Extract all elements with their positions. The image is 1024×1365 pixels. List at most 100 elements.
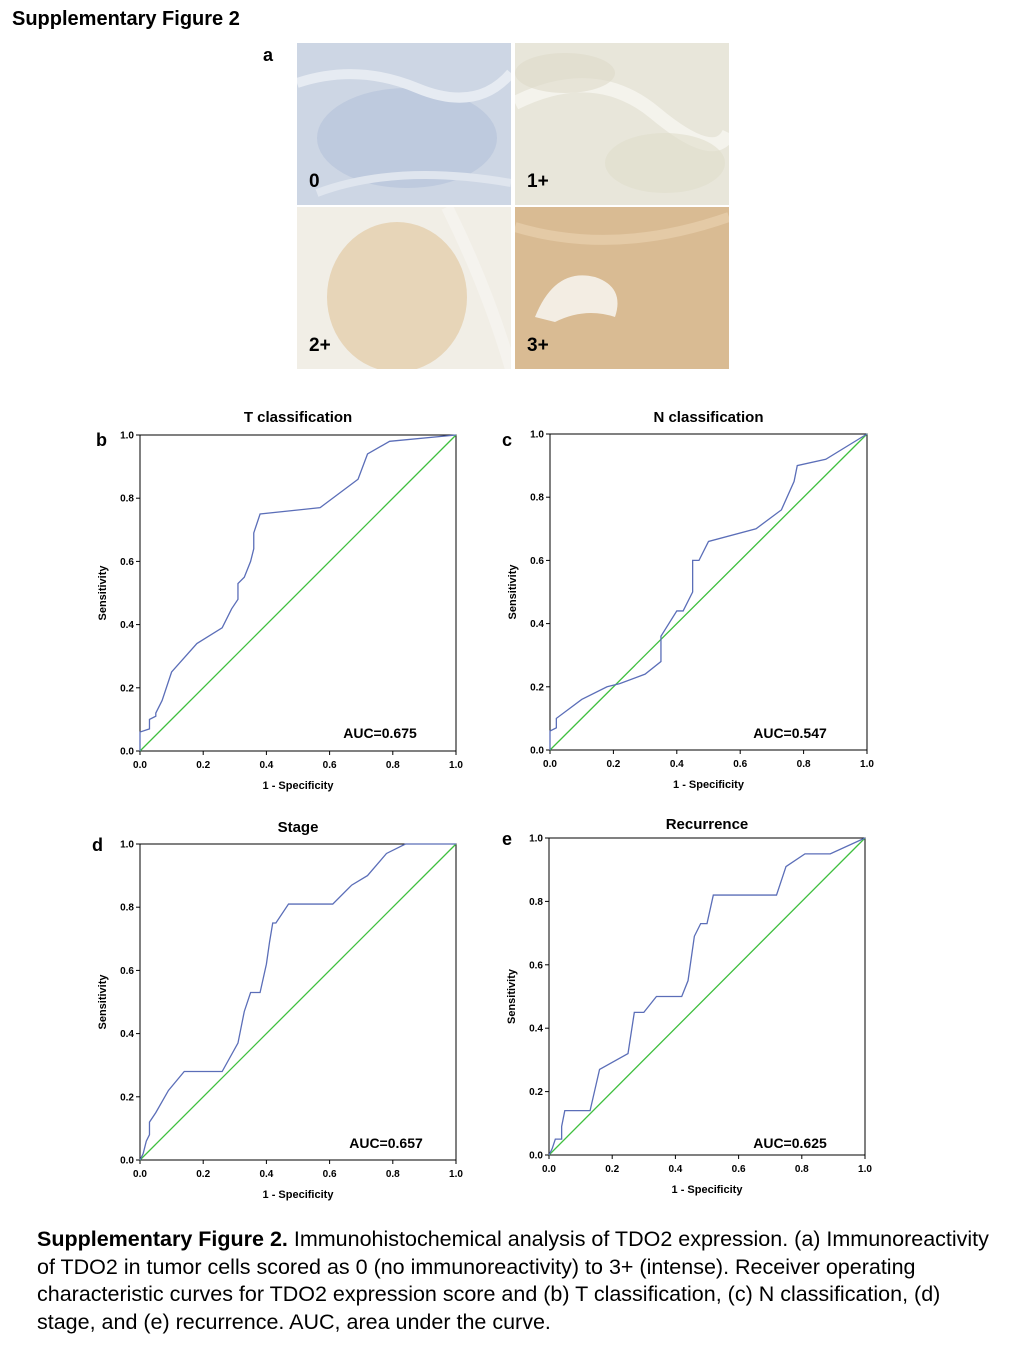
chart-b-y-tick-label: 0.6 [120, 557, 134, 568]
chart-d-x-tick-label: 1.0 [449, 1169, 463, 1180]
chart-e-y-tick-label: 1.0 [529, 834, 543, 845]
chart-d-auc-label: AUC=0.657 [349, 1135, 423, 1151]
micrograph-score-1: 1+ [515, 43, 729, 205]
roc-chart-t-classification: T classification b 0.0 0.2 0.4 0.6 0.8 1.0 0.0 0.… [96, 409, 463, 792]
chart-c-x-tick-label: 0.0 [543, 759, 557, 770]
caption-text: Immunohistochemical analysis of TDO2 exp… [37, 1227, 989, 1334]
chart-c-y-tick-label: 0.4 [530, 619, 544, 630]
chart-c-y-axis-label: Sensitivity [507, 564, 519, 620]
chart-d-reference-line [139, 843, 457, 1161]
chart-e-plot-frame [548, 837, 866, 1156]
score-label: 2+ [309, 335, 331, 356]
chart-b-x-tick-label: 0.2 [196, 760, 210, 771]
chart-b-y-tick-label: 0.4 [120, 620, 134, 631]
caption-lead: Supplementary Figure 2. [37, 1227, 288, 1251]
chart-e-x-tick-label: 0.8 [795, 1164, 809, 1175]
chart-e-y-tick-label: 0.6 [529, 960, 543, 971]
tissue-texture [515, 53, 729, 193]
chart-d-y-axis-label: Sensitivity [97, 974, 109, 1030]
chart-c-roc-curve [549, 433, 868, 750]
chart-e-x-tick-label: 0.6 [732, 1164, 746, 1175]
chart-d-y-tick-label: 0.6 [120, 966, 134, 977]
chart-b-title: T classification [244, 409, 352, 426]
tissue-texture [515, 207, 729, 369]
micrograph-score-3: 3+ [515, 207, 729, 369]
chart-d-x-axis-label: 1 - Specificity [263, 1189, 335, 1201]
chart-c-reference-line [549, 433, 868, 751]
chart-b-panel-letter: b [96, 430, 107, 450]
chart-e-x-tick-label: 0.4 [668, 1164, 682, 1175]
score-label: 1+ [527, 171, 549, 192]
chart-d-x-tick-label: 0.8 [386, 1169, 400, 1180]
chart-b-y-tick-label: 1.0 [120, 431, 134, 442]
chart-d-x-tick-label: 0.0 [133, 1169, 147, 1180]
chart-b-reference-line [139, 434, 457, 752]
chart-c-x-tick-label: 0.4 [670, 759, 684, 770]
chart-c-x-tick-label: 0.2 [606, 759, 620, 770]
chart-d-plot-frame [139, 843, 457, 1161]
chart-e-roc-curve [548, 837, 866, 1156]
chart-e-reference-line [548, 837, 866, 1156]
chart-b-x-tick-label: 0.0 [133, 760, 147, 771]
chart-e-panel-letter: e [502, 829, 512, 849]
roc-chart-n-classification: N classification c 0.0 0.2 0.4 0.6 0.8 1.0 0.0 0.… [502, 409, 874, 791]
chart-b-x-tick-label: 0.4 [259, 760, 273, 771]
chart-c-title: N classification [653, 409, 763, 426]
chart-e-title: Recurrence [666, 816, 749, 833]
chart-e-auc-label: AUC=0.625 [753, 1135, 827, 1151]
chart-c-x-tick-label: 0.6 [733, 759, 747, 770]
chart-b-y-axis-label: Sensitivity [97, 565, 109, 621]
chart-b-x-tick-label: 1.0 [449, 760, 463, 771]
chart-e-y-axis-label: Sensitivity [506, 968, 518, 1024]
chart-c-x-axis-label: 1 - Specificity [673, 779, 745, 791]
chart-e-y-tick-label: 0.0 [529, 1151, 543, 1162]
score-label: 3+ [527, 335, 549, 356]
chart-d-y-tick-label: 0.0 [120, 1156, 134, 1167]
chart-b-plot-frame [139, 434, 457, 752]
score-label: 0 [309, 171, 320, 192]
chart-d-x-tick-label: 0.2 [196, 1169, 210, 1180]
roc-chart-stage: Stage d 0.0 0.2 0.4 0.6 0.8 1.0 0.0 0.2 0.4 0.6 0.8 1… [92, 819, 463, 1201]
chart-c-y-tick-label: 0.8 [530, 493, 544, 504]
chart-c-y-tick-label: 0.2 [530, 682, 544, 693]
micrograph-score-2: 2+ [297, 207, 511, 369]
chart-e-y-tick-label: 0.4 [529, 1024, 543, 1035]
chart-e-x-tick-label: 0.0 [542, 1164, 556, 1175]
chart-d-roc-curve [139, 843, 456, 1161]
figure-caption: Supplementary Figure 2. Immunohistochemi… [37, 1226, 997, 1336]
chart-c-x-tick-label: 0.8 [797, 759, 811, 770]
chart-d-x-tick-label: 0.4 [259, 1169, 273, 1180]
chart-b-x-axis-label: 1 - Specificity [263, 780, 335, 792]
micrograph-score-0: 0 [297, 43, 511, 205]
chart-c-panel-letter: c [502, 430, 512, 450]
chart-e-x-axis-label: 1 - Specificity [672, 1184, 744, 1196]
chart-b-y-tick-label: 0.0 [120, 747, 134, 758]
chart-b-x-tick-label: 0.8 [386, 760, 400, 771]
chart-b-auc-label: AUC=0.675 [343, 725, 417, 741]
chart-e-x-tick-label: 1.0 [858, 1164, 872, 1175]
chart-b-roc-curve [139, 434, 457, 751]
chart-d-y-tick-label: 0.2 [120, 1092, 134, 1103]
chart-c-x-tick-label: 1.0 [860, 759, 874, 770]
chart-c-y-tick-label: 1.0 [530, 430, 544, 441]
chart-b-y-tick-label: 0.2 [120, 683, 134, 694]
chart-e-x-tick-label: 0.2 [605, 1164, 619, 1175]
chart-c-auc-label: AUC=0.547 [753, 725, 827, 741]
chart-d-x-tick-label: 0.6 [323, 1169, 337, 1180]
chart-e-y-tick-label: 0.2 [529, 1087, 543, 1098]
tissue-texture [297, 69, 511, 197]
chart-d-y-tick-label: 1.0 [120, 840, 134, 851]
roc-chart-recurrence: Recurrence e 0.0 0.2 0.4 0.6 0.8 1.0 0.0 0.2 0.4 0.… [502, 816, 872, 1196]
micrograph-grid: 0 1+ 2+ 3+ [297, 43, 729, 369]
chart-e-y-tick-label: 0.8 [529, 897, 543, 908]
chart-b-y-tick-label: 0.8 [120, 494, 134, 505]
panel-letter-a: a [263, 45, 274, 65]
chart-d-y-tick-label: 0.4 [120, 1029, 134, 1040]
chart-c-plot-frame [549, 433, 868, 751]
chart-c-y-tick-label: 0.6 [530, 556, 544, 567]
chart-b-x-tick-label: 0.6 [323, 760, 337, 771]
chart-d-panel-letter: d [92, 835, 103, 855]
chart-c-y-tick-label: 0.0 [530, 746, 544, 757]
chart-d-title: Stage [278, 819, 319, 836]
chart-d-y-tick-label: 0.8 [120, 903, 134, 914]
